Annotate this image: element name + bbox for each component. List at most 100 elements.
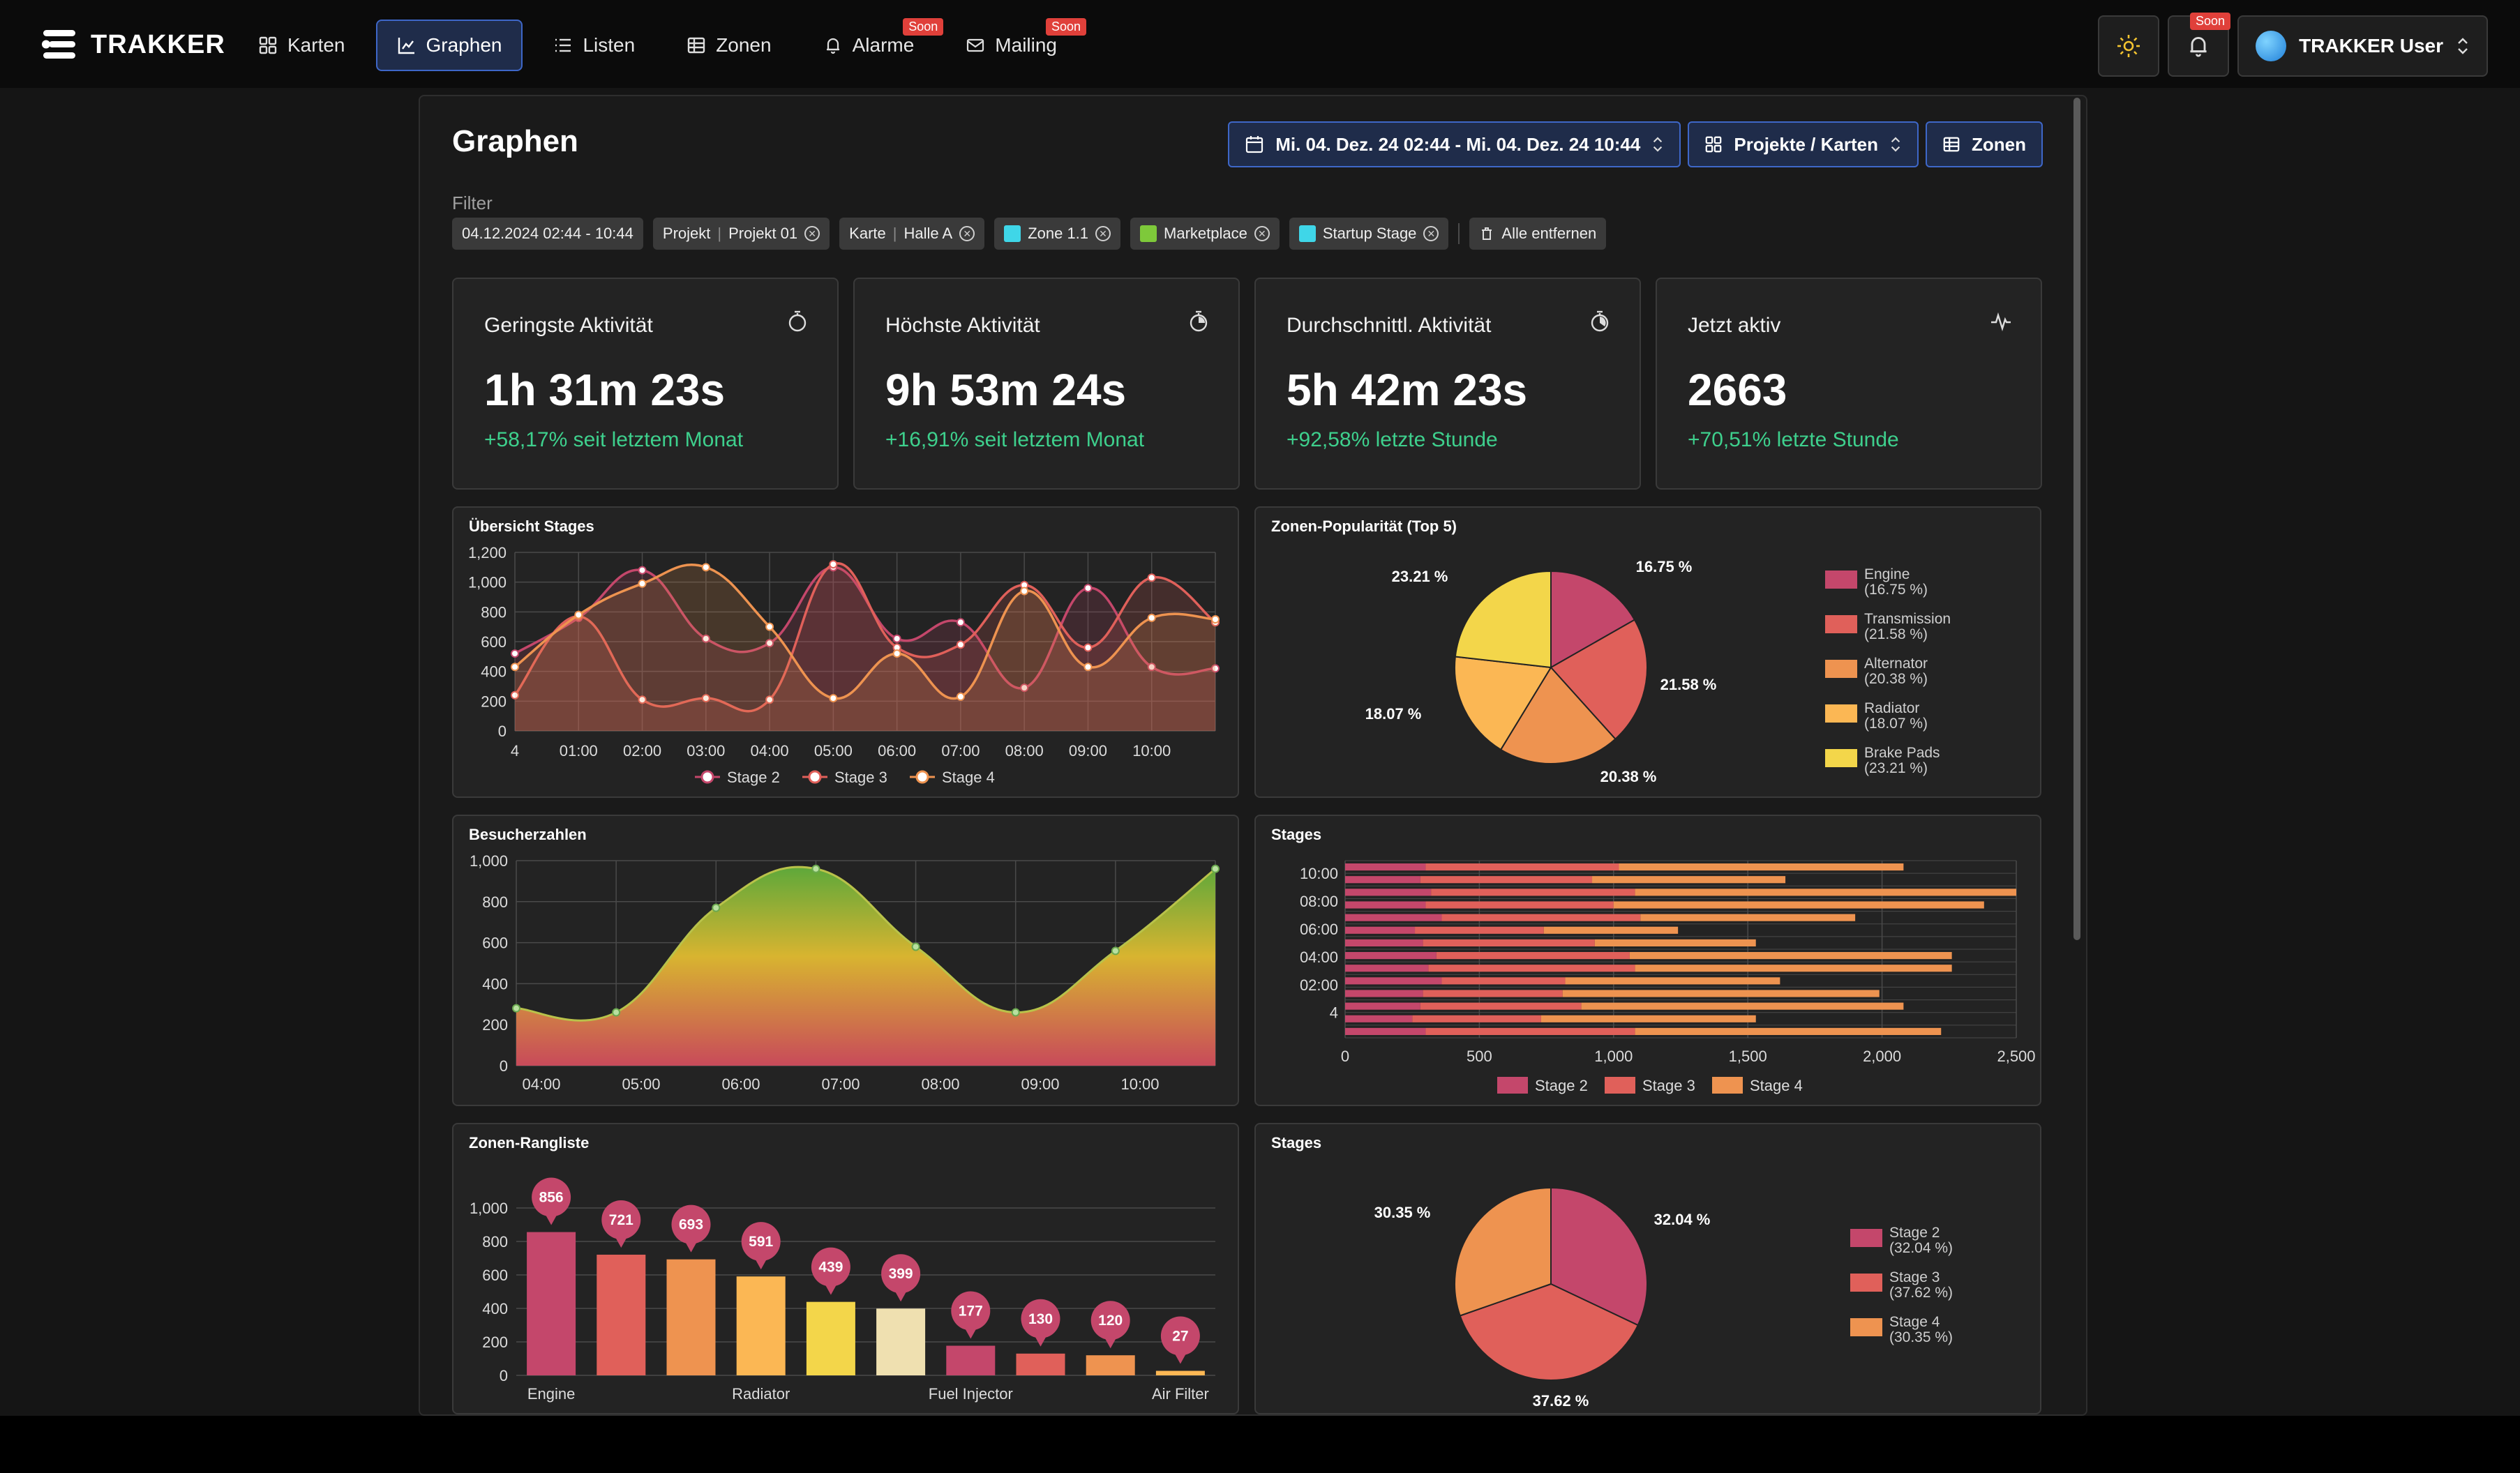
filter-chip-marketplace[interactable]: Marketplace ✕ <box>1130 218 1280 250</box>
timer-icon <box>1591 310 1609 332</box>
user-menu-button[interactable]: TRAKKER User <box>2237 15 2488 77</box>
page-title: Graphen <box>452 124 578 158</box>
nav-mailing[interactable]: Mailing Soon <box>945 18 1086 71</box>
zone-ranking-pin <box>671 1204 711 1244</box>
zone-ranking-value-label: 120 <box>1098 1313 1123 1329</box>
nav-alarme[interactable]: Alarme Soon <box>802 18 944 71</box>
stages-overview-area-3 <box>515 563 1215 731</box>
stages-bar-segment-3 <box>1425 863 1619 871</box>
nav-label: Zonen <box>716 34 772 56</box>
zone-ranking-bar <box>876 1308 926 1375</box>
remove-chip-icon[interactable]: ✕ <box>804 226 820 241</box>
filter-chip-startup-stage[interactable]: Startup Stage ✕ <box>1289 218 1449 250</box>
soon-badge: Soon <box>903 18 944 36</box>
zone-popularity-legend-percent: (23.21 %) <box>1864 760 1928 776</box>
stages-overview-x-tick: 10:00 <box>1132 742 1171 760</box>
stages-overview-point <box>1083 663 1093 672</box>
stages-overview-x-tick: 08:00 <box>1005 742 1044 760</box>
stages-bar-y-tick: 10:00 <box>1300 865 1338 882</box>
zone-ranking-value-label: 27 <box>1172 1329 1188 1345</box>
chip-separator: | <box>717 225 722 242</box>
stat-value: 2663 <box>1688 365 1787 415</box>
grid-icon <box>259 36 277 54</box>
filter-chip-zone[interactable]: Zone 1.1 ✕ <box>994 218 1121 250</box>
zone-popularity-legend-percent: (20.38 %) <box>1864 671 1928 687</box>
trakker-logo-icon <box>42 30 75 59</box>
remove-all-filters-button[interactable]: Alle entfernen <box>1469 218 1607 250</box>
nav-zonen[interactable]: Zonen <box>666 20 792 71</box>
stat-title: Höchste Aktivität <box>885 314 1040 337</box>
main-nav: Karten Graphen Listen Zonen Alarme Soon … <box>237 18 1086 71</box>
stages-pie-legend-swatch <box>1850 1318 1882 1336</box>
zone-ranking-pin <box>601 1200 641 1239</box>
nav-karten[interactable]: Karten <box>237 20 366 71</box>
header-controls: Mi. 04. Dez. 24 02:44 - Mi. 04. Dez. 24 … <box>1228 121 2043 167</box>
nav-listen[interactable]: Listen <box>532 20 656 71</box>
stages-overview-point <box>829 694 838 703</box>
visitors-line <box>516 866 1216 1022</box>
stages-pie-legend-swatch <box>1850 1229 1882 1247</box>
chevron-up-down-icon <box>1891 137 1900 152</box>
stat-value: 5h 42m 23s <box>1287 365 1528 415</box>
stages-overview-point <box>1147 573 1156 582</box>
remove-chip-icon[interactable]: ✕ <box>1423 226 1439 241</box>
visitors-y-tick: 200 <box>482 1016 508 1034</box>
app-name: TRAKKER <box>91 29 225 59</box>
chart-card-zone-popularity: 16.75 % 21.58 % 20.38 % 18.07 % 23.21 % Engin… <box>1254 506 2041 798</box>
chip-text: 04.12.2024 02:44 - 10:44 <box>462 225 633 242</box>
chart-card-stages-overview: 0 200 400 600 800 1,000 1,200 4 01:00 02:00 03:00 0… <box>452 506 1239 798</box>
zone-popularity-legend-percent: (16.75 %) <box>1864 582 1928 598</box>
stages-pie-legend-label: Stage 4 <box>1889 1314 1940 1330</box>
chip-text: Alle entfernen <box>1501 225 1597 242</box>
chart-card-stages-pie: 32.04 % 37.62 % 30.35 % Stage 2 (32.04 %) Sta… <box>1254 1123 2041 1414</box>
stages-bar-segment-2 <box>1345 876 1420 884</box>
notifications-button[interactable]: Soon <box>2168 13 2231 77</box>
app-logo[interactable]: TRAKKER <box>40 25 225 64</box>
stages-overview-point <box>1211 664 1220 673</box>
date-range-picker[interactable]: Mi. 04. Dez. 24 02:44 - Mi. 04. Dez. 24 … <box>1228 121 1681 167</box>
zone-ranking-y-tick: 0 <box>500 1367 508 1384</box>
zone-ranking-x-tick: Engine <box>527 1385 576 1403</box>
line-chart-icon <box>398 38 414 54</box>
color-swatch <box>1140 225 1157 242</box>
visitors-point <box>1211 864 1220 873</box>
zone-ranking-value-label: 721 <box>609 1212 633 1228</box>
color-swatch <box>1004 225 1021 242</box>
stages-overview-point <box>1083 643 1093 652</box>
projects-maps-select[interactable]: Projekte / Karten <box>1688 121 1919 167</box>
stages-bar-segment-2 <box>1345 990 1423 997</box>
stages-overview-y-tick: 200 <box>481 693 507 710</box>
theme-toggle-button[interactable] <box>2098 15 2160 77</box>
date-range-label: Mi. 04. Dez. 24 02:44 - Mi. 04. Dez. 24 … <box>1275 133 1641 155</box>
zone-popularity-legend-label: Radiator <box>1864 700 1919 716</box>
zone-popularity-slice-transmission <box>1550 619 1648 740</box>
filter-chip-date[interactable]: 04.12.2024 02:44 - 10:44 <box>452 218 643 250</box>
zone-ranking-value-label: 130 <box>1028 1311 1053 1327</box>
zone-ranking-bar <box>1086 1355 1135 1375</box>
filter-chip-map[interactable]: Karte | Halle A ✕ <box>839 218 985 250</box>
stages-bar-legend-label: Stage 3 <box>1642 1077 1695 1094</box>
stages-overview-point <box>892 634 901 643</box>
page-scrollbar[interactable] <box>2073 98 2080 940</box>
stages-pie-slice-stage-3 <box>1459 1283 1640 1381</box>
stages-overview-x-tick: 07:00 <box>941 742 980 760</box>
zones-button[interactable]: Zonen <box>1926 121 2043 167</box>
remove-chip-icon[interactable]: ✕ <box>959 226 975 241</box>
remove-chip-icon[interactable]: ✕ <box>1095 226 1111 241</box>
stages-bar-segment-2 <box>1345 926 1416 934</box>
nav-graphen[interactable]: Graphen <box>375 20 523 71</box>
stages-stacked-bar-chart: 0 500 1,000 1,500 2,000 2,500 10:00 08:00 06:00 0… <box>1300 860 2036 1094</box>
visitors-point <box>712 903 721 912</box>
stages-bar-segment-2 <box>1345 889 1432 896</box>
stages-bar-segment-3 <box>1425 901 1614 909</box>
filter-chip-project[interactable]: Projekt | Projekt 01 ✕ <box>652 218 830 250</box>
remove-chip-icon[interactable]: ✕ <box>1254 226 1270 241</box>
stages-overview-point <box>956 692 965 701</box>
stages-overview-point <box>511 663 519 672</box>
stages-overview-y-tick: 1,200 <box>468 544 507 561</box>
stages-overview-point <box>765 695 774 704</box>
stages-bar-legend-swatch <box>1712 1077 1743 1094</box>
visitors-x-tick: 07:00 <box>821 1075 860 1093</box>
stages-bar-segment-4 <box>1540 1015 1756 1022</box>
zone-ranking-x-tick: Fuel Injector <box>929 1385 1013 1403</box>
